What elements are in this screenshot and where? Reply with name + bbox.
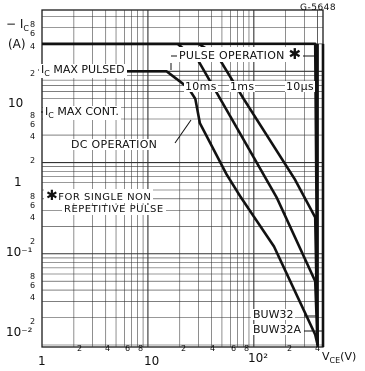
x-tick-2-c: 2 xyxy=(287,344,293,353)
series-label-10ms: 10ms xyxy=(184,80,218,93)
y-tick-8-top: 8 xyxy=(30,20,36,29)
y-tick-4-top: 4 xyxy=(30,42,36,51)
dc-operation-label: DC OPERATION xyxy=(69,138,160,151)
y-tick-6-upper: 6 xyxy=(30,120,36,129)
series-label-10us: 10μs xyxy=(285,80,315,93)
curves xyxy=(42,42,325,347)
y-tick-2-mid: 2 xyxy=(30,237,36,246)
y-tick-4-upper: 4 xyxy=(30,132,36,141)
device-label-buw32: BUW32 xyxy=(251,308,296,321)
y-tick-6-mid: 6 xyxy=(30,201,36,210)
y-tick-label-10: 10 xyxy=(8,96,24,110)
x-tick-6-a: 6 xyxy=(125,344,131,353)
series-label-1ms: 1ms xyxy=(229,80,256,93)
x-tick-4-b: 4 xyxy=(210,344,216,353)
y-tick-label-10-2: 10⁻² xyxy=(6,325,33,339)
single-pulse-note-line1: ✱FOR SINGLE NON xyxy=(44,188,154,204)
y-tick-2-upper: 2 xyxy=(30,156,36,165)
x-tick-label-1: 1 xyxy=(38,354,46,368)
y-tick-8-mid: 8 xyxy=(30,192,36,201)
ic-max-pulsed-label: IC MAX PULSED xyxy=(39,63,127,78)
figure-id: G-5648 xyxy=(300,3,337,13)
leader-dc-operation xyxy=(174,119,192,144)
x-tick-4-a: 4 xyxy=(105,344,111,353)
y-tick-2-top: 2 xyxy=(30,69,36,78)
ic-max-cont-label: IC MAX CONT. xyxy=(43,105,121,120)
y-tick-label-1: 1 xyxy=(14,175,22,189)
series-line-dc-operation xyxy=(42,70,319,346)
x-tick-4-c: 4 xyxy=(315,344,321,353)
x-tick-label-10: 10 xyxy=(144,354,160,368)
y-axis-unit: (A) xyxy=(8,37,26,51)
y-tick-2-lower: 2 xyxy=(30,317,36,326)
y-tick-4-mid: 4 xyxy=(30,213,36,222)
x-tick-2-a: 2 xyxy=(77,344,83,353)
x-axis-title: VCE(V) xyxy=(322,350,357,365)
x-tick-label-100: 10² xyxy=(248,351,269,365)
y-axis-title-ic: − IC xyxy=(6,17,30,33)
y-tick-4-lower: 4 xyxy=(30,293,36,302)
y-tick-8-lower: 8 xyxy=(30,272,36,281)
pulse-operation-label: PULSE OPERATION ✱ xyxy=(177,45,304,63)
y-tick-label-10-1: 10⁻¹ xyxy=(6,245,33,259)
device-label-buw32a: BUW32A xyxy=(251,323,303,336)
y-tick-8-upper: 8 xyxy=(30,111,36,120)
y-tick-6-top: 6 xyxy=(30,29,36,38)
x-tick-8-a: 8 xyxy=(138,344,144,353)
x-tick-6-b: 6 xyxy=(231,344,237,353)
x-tick-8-b: 8 xyxy=(244,344,250,353)
single-pulse-note-line2: REPETITIVE PULSE xyxy=(62,204,166,215)
y-tick-6-lower: 6 xyxy=(30,281,36,290)
x-tick-2-b: 2 xyxy=(181,344,187,353)
